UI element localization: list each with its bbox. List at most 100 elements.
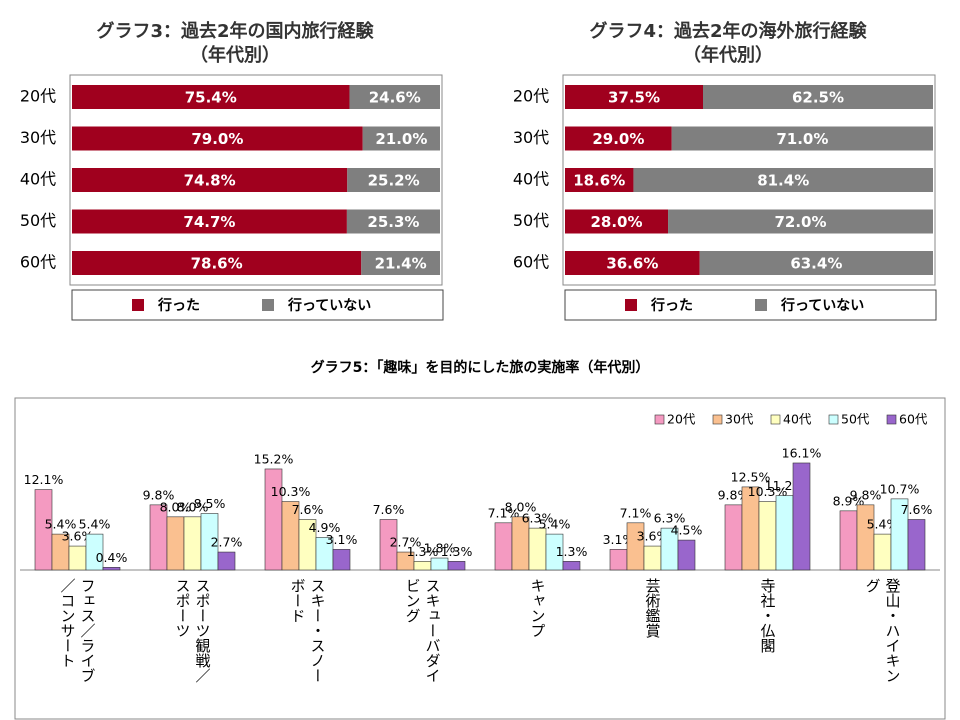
data-label: 72.0% xyxy=(774,213,826,231)
bar-segment xyxy=(565,168,634,192)
data-label: 8.0% xyxy=(505,499,537,514)
bar xyxy=(34,489,53,571)
data-label: 1.8% xyxy=(424,541,456,556)
bar xyxy=(677,539,696,571)
legend-label: 行っていない xyxy=(287,297,371,314)
y-tick-label: 50代 xyxy=(513,211,549,230)
data-label: 62.5% xyxy=(792,89,844,107)
data-label: 5.4% xyxy=(539,517,571,532)
bar-segment xyxy=(565,251,700,275)
data-label: 1.3% xyxy=(441,544,473,559)
y-tick-label: 30代 xyxy=(513,128,549,147)
plot-frame xyxy=(14,397,946,720)
x-tick-label-wrap: 登山・ハイキング xyxy=(833,578,933,718)
legend-swatch xyxy=(262,299,274,311)
x-tick-label-box: 寺社・仏閣 xyxy=(718,578,818,718)
x-tick-label-box: スポーツ観戦／スポーツ xyxy=(174,578,212,683)
data-label: 29.0% xyxy=(592,130,644,148)
bar xyxy=(68,545,87,571)
bar-segment xyxy=(72,209,347,234)
data-label: 7.1% xyxy=(488,505,520,520)
x-tick-label-box: フェス／ライブ／コンサート xyxy=(28,578,128,718)
bar xyxy=(183,516,202,571)
data-label: 7.6% xyxy=(373,502,405,517)
data-label: 7.1% xyxy=(620,505,652,520)
y-tick-label: 20代 xyxy=(513,87,549,106)
bar-segment xyxy=(703,85,933,109)
bar-segment xyxy=(699,251,933,275)
bar xyxy=(873,533,892,571)
bar xyxy=(545,533,564,571)
chart-title: グラフ5：「趣味」を目的にした旅の実施率（年代別） xyxy=(311,359,650,376)
legend-swatch xyxy=(886,414,897,425)
data-label: 21.0% xyxy=(375,130,427,148)
data-label: 3.6% xyxy=(62,529,94,544)
x-tick-label: 寺社・仏閣 xyxy=(758,578,777,653)
data-label: 10.3% xyxy=(271,484,311,499)
y-tick-label: 20代 xyxy=(20,87,56,106)
data-label: 74.8% xyxy=(184,172,236,190)
bar xyxy=(332,549,351,571)
bar xyxy=(85,533,104,571)
data-label: 25.3% xyxy=(367,213,419,231)
x-tick-label-wrap: 寺社・仏閣 xyxy=(718,578,818,718)
legend-label: 60代 xyxy=(899,412,928,427)
bar xyxy=(741,486,760,571)
bar xyxy=(839,510,858,571)
bar-segment xyxy=(362,126,440,151)
bar-segment xyxy=(72,251,362,275)
data-label: 5.4% xyxy=(79,517,111,532)
data-label: 37.5% xyxy=(608,89,660,107)
x-tick-label: 芸術鑑賞 xyxy=(643,578,662,638)
x-tick-label-wrap: フェス／ライブ／コンサート xyxy=(28,578,128,718)
legend-swatch xyxy=(654,414,665,425)
bar-segment xyxy=(565,85,703,109)
bar xyxy=(758,501,777,571)
data-label: 24.6% xyxy=(369,89,421,107)
bar xyxy=(494,522,513,571)
legend-label: 行った xyxy=(157,297,200,314)
bar xyxy=(724,504,743,571)
data-label: 78.6% xyxy=(191,255,243,273)
data-label: 1.3% xyxy=(407,544,439,559)
legend-swatch xyxy=(625,299,637,311)
data-label: 2.7% xyxy=(390,535,422,550)
bar-segment xyxy=(349,85,440,109)
bar xyxy=(102,567,121,571)
bar xyxy=(413,561,432,571)
bar xyxy=(149,504,168,571)
data-label: 4.9% xyxy=(309,520,341,535)
data-label: 0.4% xyxy=(96,550,128,565)
x-tick-label: 登山・ハイキング xyxy=(863,578,902,683)
bar xyxy=(430,557,449,571)
data-label: 18.6% xyxy=(573,172,625,190)
legend-swatch xyxy=(755,299,767,311)
chart-title: グラフ4：過去2年の海外旅行経験 xyxy=(589,20,867,42)
data-label: 6.3% xyxy=(522,511,554,526)
data-label: 5.4% xyxy=(45,517,77,532)
data-label: 28.0% xyxy=(590,213,642,231)
data-label: 16.1% xyxy=(782,445,822,460)
bar xyxy=(379,519,398,571)
bar-segment xyxy=(72,126,363,151)
bar xyxy=(166,516,185,571)
data-label: 8.0% xyxy=(160,499,192,514)
bar xyxy=(792,462,811,571)
legend-swatch xyxy=(828,414,839,425)
data-label: 10.7% xyxy=(880,481,920,496)
bar xyxy=(856,504,875,571)
y-tick-label: 50代 xyxy=(20,211,56,230)
data-label: 21.4% xyxy=(375,255,427,273)
x-tick-label-wrap: スキー・スノーボード xyxy=(258,578,358,718)
legend-label: 行っていない xyxy=(780,297,864,314)
legend-frame xyxy=(71,289,444,321)
chart-title: グラフ3：過去2年の国内旅行経験 xyxy=(96,20,374,42)
y-tick-label: 40代 xyxy=(20,170,56,189)
y-tick-label: 60代 xyxy=(513,253,549,272)
data-label: 74.7% xyxy=(183,213,235,231)
data-label: 7.6% xyxy=(901,502,933,517)
data-label: 7.6% xyxy=(292,502,324,517)
x-tick-label-wrap: キャンプ xyxy=(488,578,588,718)
plot-frame xyxy=(69,74,443,286)
data-label: 79.0% xyxy=(191,130,243,148)
